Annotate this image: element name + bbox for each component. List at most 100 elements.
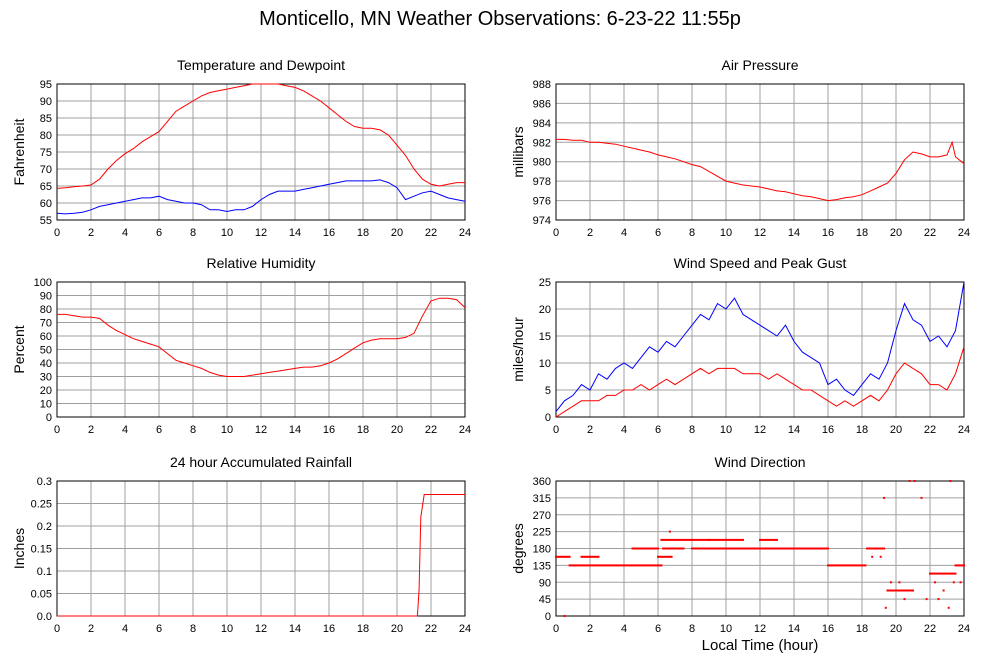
direction-point bbox=[665, 547, 668, 550]
series-line-2 bbox=[56, 179, 466, 215]
direction-point bbox=[769, 538, 772, 541]
x-tick-label: 20 bbox=[890, 424, 902, 436]
direction-point bbox=[674, 547, 676, 550]
direction-point bbox=[672, 538, 675, 541]
direction-point bbox=[684, 538, 687, 541]
x-tick-label: 10 bbox=[221, 227, 233, 239]
direction-point bbox=[689, 538, 692, 541]
direction-point bbox=[568, 555, 571, 558]
direction-point bbox=[876, 547, 879, 550]
direction-point bbox=[765, 538, 768, 541]
x-tick-label: 4 bbox=[122, 227, 128, 239]
direction-point bbox=[895, 589, 897, 592]
direction-point bbox=[563, 555, 566, 558]
y-tick-label: 974 bbox=[533, 215, 551, 227]
direction-point bbox=[898, 589, 901, 592]
x-tick-label: 14 bbox=[289, 424, 301, 436]
direction-point bbox=[881, 547, 884, 550]
direction-point bbox=[583, 564, 586, 567]
direction-point bbox=[786, 547, 789, 550]
direction-point bbox=[811, 547, 814, 550]
direction-point bbox=[942, 589, 945, 592]
direction-point bbox=[804, 547, 807, 550]
direction-point bbox=[896, 589, 899, 592]
chart-title: Wind Direction bbox=[714, 454, 805, 470]
y-tick-label: 0.3 bbox=[37, 476, 52, 488]
x-tick-label: 0 bbox=[553, 227, 559, 239]
direction-point bbox=[651, 547, 654, 550]
direction-point bbox=[702, 547, 705, 550]
direction-point bbox=[668, 538, 671, 541]
direction-point bbox=[810, 547, 812, 550]
x-tick-label: 16 bbox=[822, 623, 834, 635]
y-tick-label: 10 bbox=[40, 399, 52, 411]
x-tick-label: 18 bbox=[357, 227, 369, 239]
x-tick-label: 18 bbox=[856, 227, 868, 239]
direction-point bbox=[781, 547, 784, 550]
direction-point bbox=[867, 547, 870, 550]
direction-point bbox=[587, 555, 590, 558]
series-line-1 bbox=[56, 83, 465, 189]
direction-point bbox=[959, 564, 962, 567]
direction-point bbox=[901, 589, 904, 592]
y-tick-label: 270 bbox=[533, 510, 551, 522]
direction-point bbox=[731, 547, 734, 550]
direction-point bbox=[674, 538, 676, 541]
x-tick-label: 12 bbox=[754, 227, 766, 239]
x-tick-label: 6 bbox=[655, 424, 661, 436]
direction-point bbox=[719, 538, 722, 541]
direction-point bbox=[716, 547, 719, 550]
direction-point bbox=[769, 547, 772, 550]
x-tick-label: 0 bbox=[553, 424, 559, 436]
x-tick-label: 6 bbox=[655, 227, 661, 239]
direction-point bbox=[680, 547, 683, 550]
direction-point bbox=[813, 547, 816, 550]
direction-point bbox=[849, 564, 852, 567]
x-tick-label: 20 bbox=[890, 623, 902, 635]
direction-point bbox=[587, 564, 590, 567]
direction-point bbox=[714, 538, 717, 541]
direction-point bbox=[884, 606, 887, 609]
direction-point bbox=[845, 564, 848, 567]
direction-point bbox=[709, 547, 712, 550]
x-tick-label: 4 bbox=[621, 227, 627, 239]
x-tick-label: 24 bbox=[958, 424, 970, 436]
y-tick-label: 0 bbox=[545, 412, 551, 424]
x-tick-label: 24 bbox=[459, 623, 471, 635]
direction-point bbox=[706, 547, 709, 550]
y-tick-label: 135 bbox=[533, 560, 551, 572]
x-tick-label: 22 bbox=[425, 227, 437, 239]
x-tick-label: 2 bbox=[88, 227, 94, 239]
direction-point bbox=[670, 547, 673, 550]
direction-point bbox=[871, 555, 874, 558]
direction-point bbox=[789, 547, 792, 550]
direction-point bbox=[633, 547, 636, 550]
direction-point bbox=[838, 564, 841, 567]
direction-point bbox=[750, 547, 753, 550]
direction-point bbox=[753, 547, 756, 550]
direction-point bbox=[840, 564, 843, 567]
x-tick-label: 4 bbox=[621, 424, 627, 436]
direction-point bbox=[912, 589, 914, 592]
direction-point bbox=[578, 564, 581, 567]
y-tick-label: 976 bbox=[533, 196, 551, 208]
direction-point bbox=[691, 547, 693, 550]
x-tick-label: 0 bbox=[54, 227, 60, 239]
direction-point bbox=[662, 538, 665, 541]
direction-point bbox=[660, 555, 663, 558]
direction-point bbox=[772, 547, 775, 550]
direction-point bbox=[711, 538, 714, 541]
direction-point bbox=[721, 538, 724, 541]
direction-point bbox=[679, 538, 682, 541]
direction-point bbox=[735, 538, 738, 541]
direction-point bbox=[942, 572, 945, 575]
direction-point bbox=[651, 564, 654, 567]
x-tick-label: 22 bbox=[924, 424, 936, 436]
direction-point bbox=[801, 547, 804, 550]
y-tick-label: 0 bbox=[46, 412, 52, 424]
direction-point bbox=[954, 564, 957, 567]
direction-point bbox=[701, 538, 704, 541]
y-tick-label: 0.1 bbox=[37, 566, 52, 578]
direction-point bbox=[898, 581, 901, 584]
